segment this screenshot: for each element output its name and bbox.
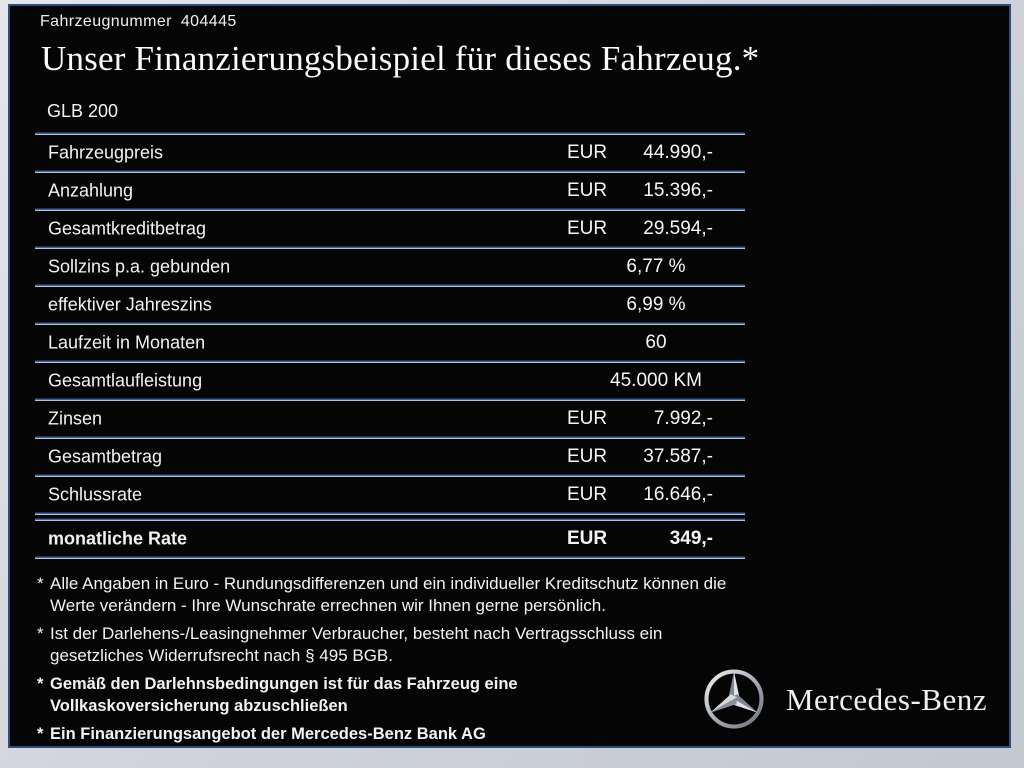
amount: 16.646,-	[643, 483, 713, 505]
row-value: EUR 44.990,-	[567, 142, 713, 164]
asterisk-marker: *	[37, 675, 44, 693]
footnotes: * Alle Angaben in Euro - Rundungsdiffere…	[37, 573, 767, 751]
row-label: Schlussrate	[48, 484, 143, 504]
table-separator	[35, 556, 745, 559]
amount: 45.000 KM	[610, 369, 702, 391]
vehicle-number-label: Fahrzeugnummer	[40, 13, 172, 30]
footnote-line: Werte verändern - Ihre Wunschrate errech…	[50, 596, 606, 615]
row-value: EUR 15.396,-	[567, 180, 713, 202]
table-row: Gesamtkreditbetrag EUR 29.594,-	[35, 211, 745, 246]
amount: 60	[645, 331, 667, 353]
mercedes-star-icon	[701, 666, 767, 737]
table-separator	[35, 284, 745, 287]
table-separator	[35, 474, 745, 477]
vehicle-number: Fahrzeugnummer 404445	[40, 13, 237, 31]
table-row: effektiver Jahreszins 6,99 %	[35, 287, 745, 322]
amount: 44.990,-	[643, 141, 713, 163]
footnote-bold: * Ein Finanzierungsangebot der Mercedes-…	[37, 723, 767, 745]
footnote: * Ist der Darlehens-/Leasingnehmer Verbr…	[37, 623, 767, 667]
table-separator	[35, 246, 745, 249]
amount: 7.992,-	[653, 407, 713, 429]
brand-block: Mercedes-Benz	[701, 666, 987, 737]
currency: EUR	[567, 141, 608, 163]
row-value: EUR 7.992,-	[567, 408, 713, 430]
table-separator-double-top	[35, 512, 745, 515]
asterisk-marker: *	[37, 624, 44, 643]
row-value: 6,99 %	[567, 294, 745, 316]
row-value: 6,77 %	[567, 256, 745, 278]
table-row: Anzahlung EUR 15.396,-	[35, 173, 745, 208]
footnote-line: Ein Finanzierungsangebot der Mercedes-Be…	[50, 725, 486, 743]
amount: 15.396,-	[643, 179, 713, 201]
currency: EUR	[567, 179, 608, 201]
row-value: EUR 349,-	[567, 528, 713, 550]
table-separator	[35, 436, 745, 439]
table-row: Laufzeit in Monaten 60	[35, 325, 745, 360]
currency: EUR	[567, 217, 608, 239]
finance-table: Fahrzeugpreis EUR 44.990,- Anzahlung EUR 1…	[35, 132, 745, 559]
row-label: effektiver Jahreszins	[48, 294, 212, 314]
row-value: EUR 16.646,-	[567, 484, 713, 506]
row-label: Gesamtbetrag	[48, 446, 163, 466]
table-row: Gesamtlaufleistung 45.000 KM	[35, 363, 745, 398]
footnote-line: Vollkaskoversicherung abzuschließen	[50, 697, 348, 715]
table-row: Zinsen EUR 7.992,-	[35, 401, 745, 436]
footnote-line: Alle Angaben in Euro - Rundungsdifferenz…	[50, 574, 727, 593]
table-separator	[35, 208, 745, 211]
amount: 349,-	[669, 527, 713, 549]
row-label: Gesamtkreditbetrag	[48, 218, 207, 238]
table-row: Fahrzeugpreis EUR 44.990,-	[35, 135, 745, 170]
table-separator	[35, 322, 745, 325]
row-label: Gesamtlaufleistung	[48, 370, 203, 390]
row-label: Laufzeit in Monaten	[48, 332, 206, 352]
footnote: * Alle Angaben in Euro - Rundungsdiffere…	[37, 573, 767, 617]
row-label: Anzahlung	[48, 180, 134, 200]
currency: EUR	[567, 445, 608, 467]
table-separator	[35, 132, 745, 135]
table-row: Schlussrate EUR 16.646,-	[35, 477, 745, 512]
table-separator	[35, 398, 745, 401]
row-label: monatliche Rate	[48, 528, 188, 548]
amount: 29.594,-	[643, 217, 713, 239]
vehicle-number-value: 404445	[180, 13, 237, 30]
asterisk-marker: *	[37, 574, 44, 593]
table-row-monthly-rate: monatliche Rate EUR 349,-	[35, 521, 745, 556]
table-separator	[35, 360, 745, 363]
table-row: Gesamtbetrag EUR 37.587,-	[35, 439, 745, 474]
row-value: EUR 29.594,-	[567, 218, 713, 240]
footnote-text: Alle Angaben in Euro - Rundungsdifferenz…	[50, 573, 726, 617]
row-value: 45.000 KM	[567, 370, 745, 392]
finance-panel: Fahrzeugnummer 404445 Unser Finanzierungs…	[8, 4, 1011, 748]
footnote-bold: * Gemäß den Darlehnsbedingungen ist für …	[37, 673, 767, 717]
page-title: Unser Finanzierungsbeispiel für dieses F…	[41, 39, 760, 78]
footnote-line: Gemäß den Darlehnsbedingungen ist für da…	[50, 675, 518, 693]
footnote-line: Ist der Darlehens-/Leasingnehmer Verbrau…	[50, 624, 663, 643]
footnote-text: Ist der Darlehens-/Leasingnehmer Verbrau…	[50, 623, 662, 667]
footnote-line: gesetzliches Widerrufsrecht nach § 495 B…	[50, 646, 393, 665]
row-label: Zinsen	[48, 408, 103, 428]
model-name: GLB 200	[47, 101, 119, 121]
footnote-text: Ein Finanzierungsangebot der Mercedes-Be…	[50, 723, 486, 745]
brand-name: Mercedes-Benz	[785, 681, 987, 717]
amount: 37.587,-	[643, 445, 713, 467]
row-value: EUR 37.587,-	[567, 446, 713, 468]
table-separator-double-bottom	[35, 518, 745, 521]
asterisk-marker: *	[37, 725, 44, 743]
currency: EUR	[567, 527, 608, 549]
currency: EUR	[567, 407, 608, 429]
row-label: Sollzins p.a. gebunden	[48, 256, 231, 276]
row-label: Fahrzeugpreis	[48, 142, 164, 162]
amount: 6,77 %	[626, 255, 686, 277]
table-row: Sollzins p.a. gebunden 6,77 %	[35, 249, 745, 284]
amount: 6,99 %	[626, 293, 686, 315]
row-value: 60	[567, 332, 745, 354]
currency: EUR	[567, 483, 608, 505]
table-separator	[35, 170, 745, 173]
footnote-text: Gemäß den Darlehnsbedingungen ist für da…	[50, 673, 518, 717]
